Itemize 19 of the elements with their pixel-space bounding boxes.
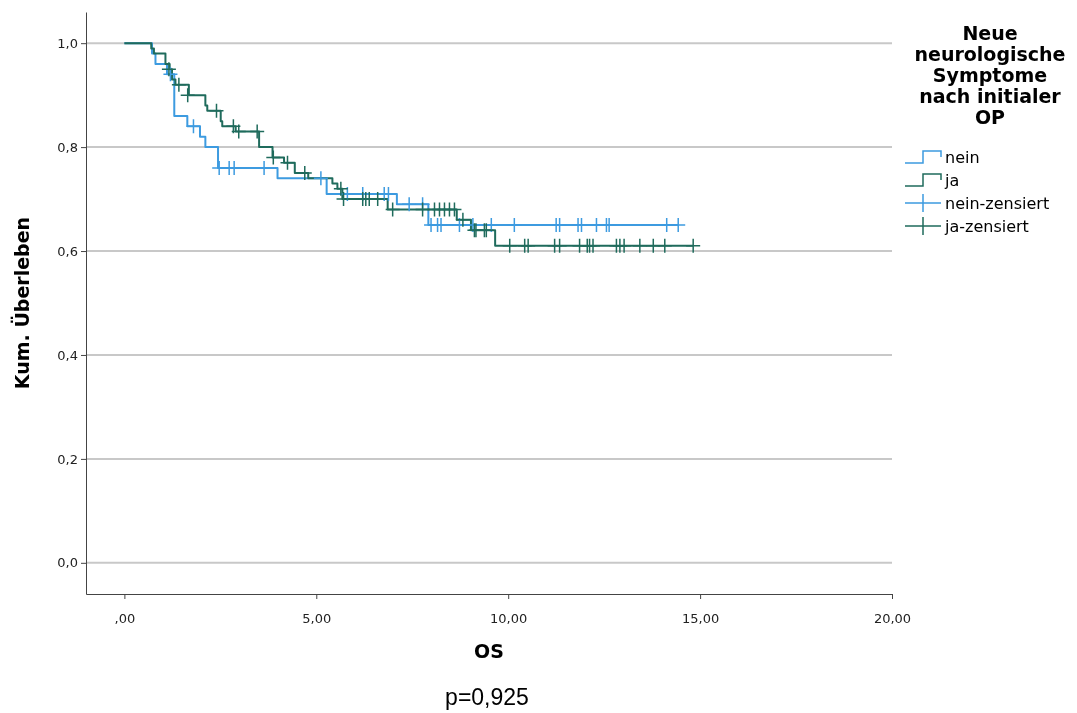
y-tick-label: 0,0 <box>57 555 78 571</box>
x-tick-label: 10,00 <box>490 610 528 626</box>
y-tick-label: 1,0 <box>57 35 78 51</box>
y-tick-label: 0,6 <box>57 243 78 259</box>
legend-label: ja-zensiert <box>944 217 1029 236</box>
legend-label: ja <box>944 171 960 190</box>
text: p=0,925 <box>445 684 529 710</box>
x-tick-label: 5,00 <box>302 610 332 626</box>
x-tick-label: 15,00 <box>681 610 720 626</box>
y-tick-label: 0,8 <box>57 139 78 155</box>
y-tick-label: 0,4 <box>57 347 78 363</box>
legend-label: nein-zensiert <box>945 194 1050 213</box>
x-axis-title: OS <box>474 640 504 662</box>
y-axis-title: Kum. Überleben <box>10 216 33 390</box>
legend-label: nein <box>945 148 980 167</box>
y-tick-label: 0,2 <box>57 451 78 467</box>
legend-title: Neue neurologische Symptome nach initialer OP <box>914 22 1066 128</box>
x-tick-label: 20,00 <box>873 610 912 626</box>
x-tick-label: ,00 <box>114 610 136 626</box>
